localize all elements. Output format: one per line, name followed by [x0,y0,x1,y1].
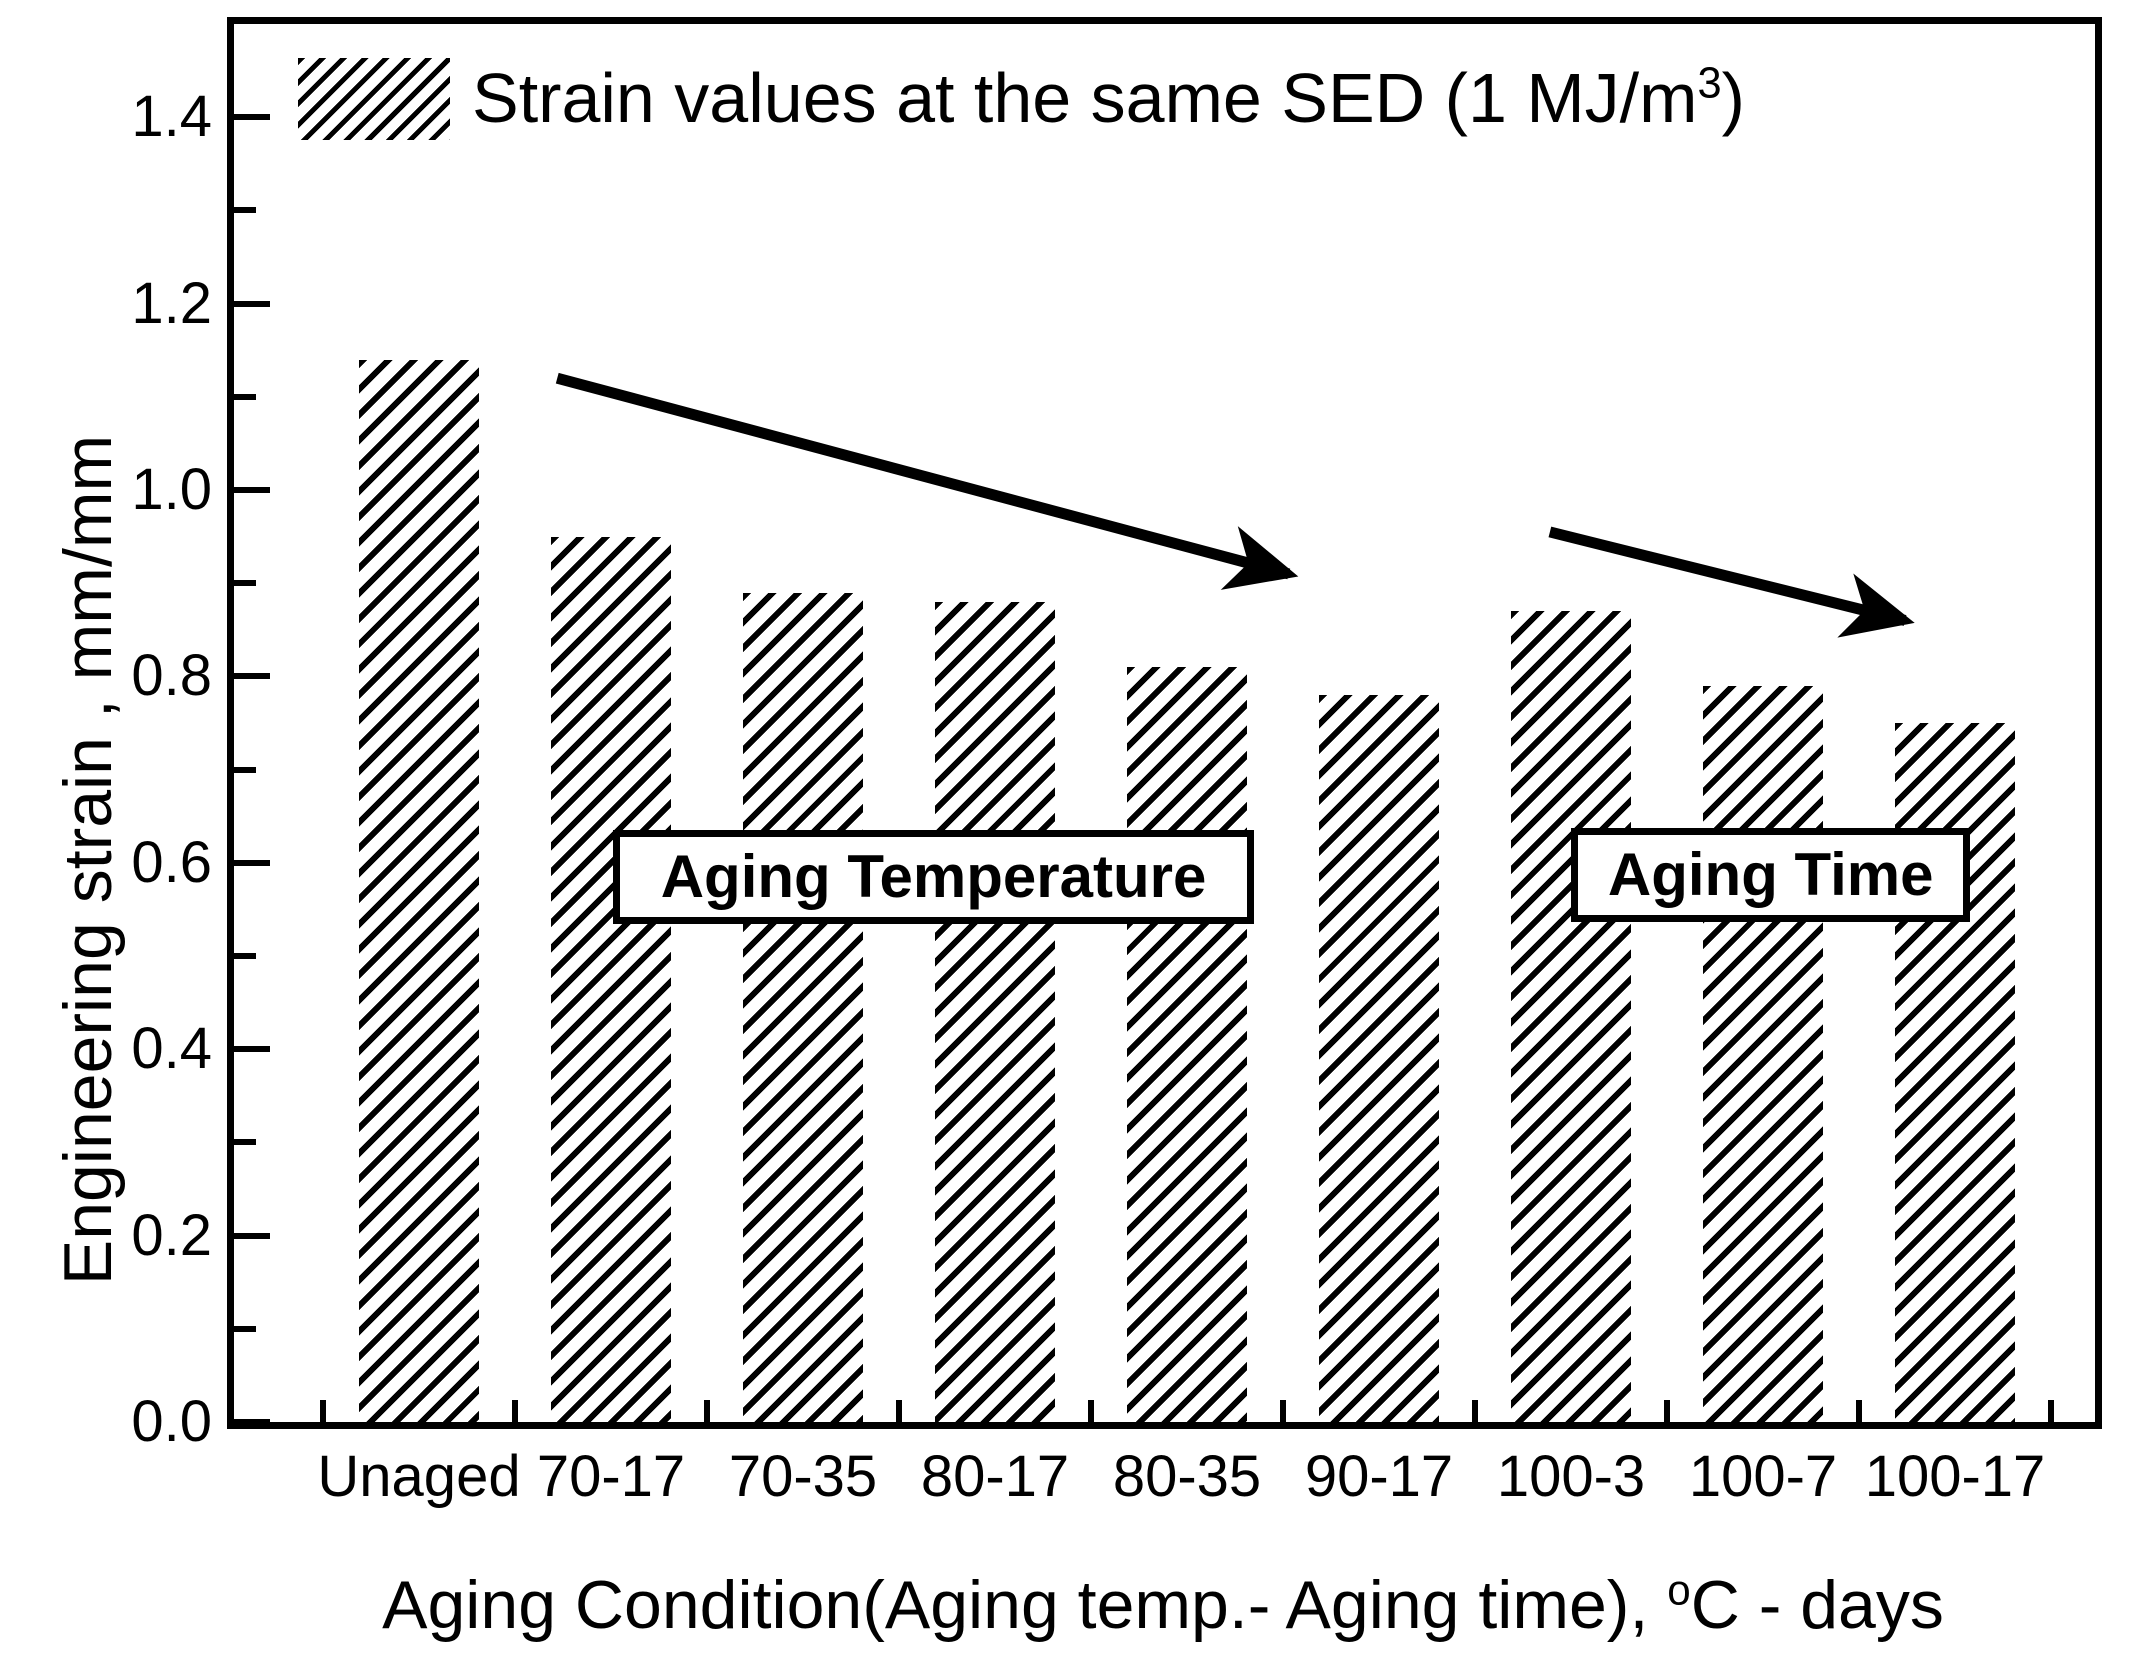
x-boundary-tick [320,1400,326,1422]
y-tick-label-0.0: 0.0 [131,1389,212,1454]
bar-70-17 [551,536,671,1422]
x-boundary-tick [1088,1400,1094,1422]
bar-70-35 [743,592,863,1422]
x-tick-label-80-35: 80-35 [1112,1444,1262,1509]
y-major-tick [234,673,270,680]
legend-hatch-swatch [298,58,450,140]
x-boundary-tick [2048,1400,2054,1422]
bar-80-35 [1127,667,1247,1422]
y-major-tick [234,487,270,493]
x-tick-label-90-17: 90-17 [1304,1444,1454,1509]
x-boundary-tick [1280,1400,1286,1422]
x-tick-label-70-17: 70-17 [536,1444,686,1509]
y-tick-label-1.2: 1.2 [131,270,212,336]
y-minor-tick [234,580,256,587]
x-axis-title: Aging Condition(Aging temp.- Aging time)… [230,1568,2096,1642]
x-boundary-tick [704,1400,710,1422]
y-major-tick [234,1232,270,1239]
x-axis-title-superscript: o [1667,1566,1691,1614]
y-major-tick [234,1419,270,1425]
x-axis-title-suffix: C - days [1690,1567,1944,1643]
x-tick-label-70-35: 70-35 [728,1444,878,1509]
x-boundary-tick [896,1400,902,1422]
x-boundary-tick [512,1400,518,1422]
legend-label: Strain values at the same SED (1 MJ/m3) [472,50,1745,146]
legend-label-prefix: Strain values at the same SED (1 MJ/m [472,59,1698,137]
bar-100-7 [1703,685,1823,1422]
annotation-box-aging-temperature: Aging Temperature [612,829,1255,924]
y-tick-label-1.4: 1.4 [131,84,212,150]
y-major-tick [234,859,270,866]
x-tick-label-80-17: 80-17 [920,1444,1070,1509]
y-tick-label-1.0: 1.0 [131,457,212,522]
legend-label-suffix: ) [1721,59,1745,137]
x-boundary-tick [1664,1400,1670,1422]
y-minor-tick [234,393,256,400]
bar-Unaged [359,359,479,1422]
y-tick-label-0.4: 0.4 [131,1016,212,1082]
y-minor-tick [234,953,256,959]
y-minor-tick [234,207,256,214]
y-minor-tick [234,1325,256,1332]
aging-time-trend-arrow [1548,526,1915,638]
y-major-tick [234,1046,270,1053]
y-minor-tick [234,766,256,773]
bar-80-17 [935,601,1055,1422]
x-boundary-tick [1472,1400,1478,1422]
y-major-tick [234,300,270,307]
x-tick-label-Unaged: Unaged [317,1444,521,1509]
y-tick-label-0.6: 0.6 [131,829,212,895]
x-boundary-tick [1856,1400,1862,1422]
y-tick-label-0.8: 0.8 [131,643,212,709]
legend-label-superscript: 3 [1697,59,1722,108]
y-tick-label-0.2: 0.2 [131,1202,212,1268]
bar-100-3 [1511,611,1631,1422]
y-minor-tick [234,1139,256,1146]
y-major-tick [234,114,270,121]
annotation-box-aging-time: Aging Time [1571,827,1971,922]
x-tick-label-100-7: 100-7 [1688,1444,1838,1509]
bar-90-17 [1319,695,1439,1422]
x-tick-label-100-17: 100-17 [1864,1444,2046,1509]
x-axis-title-prefix: Aging Condition(Aging temp.- Aging time)… [382,1567,1668,1643]
x-tick-label-100-3: 100-3 [1496,1444,1646,1509]
